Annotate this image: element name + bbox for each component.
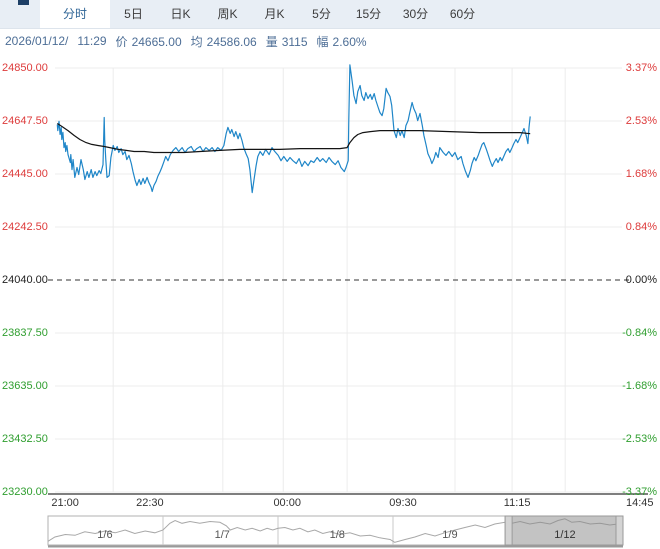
tab-period-6[interactable]: 15分: [355, 7, 382, 21]
y-axis-percent-label: 0.84%: [625, 221, 657, 233]
x-axis-time-label: 09:30: [389, 497, 417, 509]
status-time: 11:29: [77, 34, 107, 48]
period-tab-bar: 分时 5日 日K 周K 月K 5分 15分 30分 60分: [0, 0, 660, 29]
tab-period-2[interactable]: 日K: [170, 7, 191, 21]
tab-period-1[interactable]: 5日: [124, 7, 143, 21]
status-field-value: 3115: [281, 34, 308, 49]
tab-period-3[interactable]: 周K: [217, 7, 238, 21]
navigator-date-label[interactable]: 1/8: [329, 529, 345, 541]
y-axis-percent-label: -1.68%: [622, 380, 657, 392]
y-axis-price-label: 23635.00: [2, 380, 48, 392]
y-axis-percent-label: -0.84%: [622, 327, 657, 339]
status-field-3: 幅 2.60%: [317, 33, 367, 50]
status-field-2: 量 3115: [266, 33, 308, 50]
y-axis-price-label: 23432.50: [2, 433, 48, 445]
status-field-value: 24665.00: [131, 34, 182, 49]
y-axis-price-label: 24242.50: [2, 221, 48, 233]
y-axis-price-label: 24850.00: [2, 62, 48, 74]
status-field-label: 幅: [316, 34, 329, 49]
price-line: [56, 64, 531, 194]
status-bar: 2026/01/12/ 11:29 价 24665.00 均 24586.06 量 311…: [5, 33, 376, 49]
navigator-date-label[interactable]: 1/9: [442, 529, 458, 541]
navigator-handle-left[interactable]: [504, 515, 513, 546]
tab-period-5[interactable]: 5分: [312, 7, 331, 21]
y-axis-percent-label: 2.53%: [625, 115, 657, 127]
y-axis-percent-label: 0.00%: [625, 274, 657, 286]
x-axis-time-label: 11:15: [503, 497, 531, 509]
x-axis-time-label: 14:45: [626, 497, 654, 509]
y-axis-percent-label: -3.37%: [622, 486, 657, 498]
average-line: [56, 122, 531, 154]
period-tabs: 分时 5日 日K 周K 月K 5分 15分 30分 60分: [40, 0, 486, 28]
status-field-value: 2.60%: [332, 34, 367, 49]
status-field-label: 量: [265, 34, 278, 49]
y-axis-percent-label: -2.53%: [622, 433, 657, 445]
y-axis-price-label: 23230.00: [2, 486, 48, 498]
tab-period-7[interactable]: 30分: [402, 7, 429, 21]
tab-period-4[interactable]: 月K: [264, 7, 285, 21]
y-axis-percent-label: 1.68%: [625, 168, 657, 180]
y-axis-price-label: 23837.50: [2, 327, 48, 339]
y-axis-price-label: 24040.00: [2, 274, 48, 286]
status-field-value: 24586.06: [206, 34, 257, 49]
status-field-label: 价: [115, 34, 128, 49]
status-field-label: 均: [190, 34, 203, 49]
y-axis-price-label: 24647.50: [2, 115, 48, 127]
y-axis-price-label: 24445.00: [2, 168, 48, 180]
navigator-handle-right[interactable]: [615, 515, 624, 546]
navigator-date-label[interactable]: 1/7: [214, 529, 230, 541]
navigator-date-label[interactable]: 1/6: [97, 529, 113, 541]
status-field-1: 均 24586.06: [191, 33, 257, 50]
x-axis-time-label: 00:00: [273, 497, 301, 509]
tab-period-0[interactable]: 分时: [40, 0, 110, 28]
tab-period-8[interactable]: 60分: [449, 7, 476, 21]
x-axis-time-label: 21:00: [51, 497, 79, 509]
x-axis-time-label: 22:30: [136, 497, 164, 509]
status-field-0: 价 24665.00: [116, 33, 182, 50]
navigator-date-label[interactable]: 1/12: [554, 529, 576, 541]
status-date: 2026/01/12/: [5, 34, 69, 48]
y-axis-percent-label: 3.37%: [625, 62, 657, 74]
corner-marker: [18, 0, 29, 5]
